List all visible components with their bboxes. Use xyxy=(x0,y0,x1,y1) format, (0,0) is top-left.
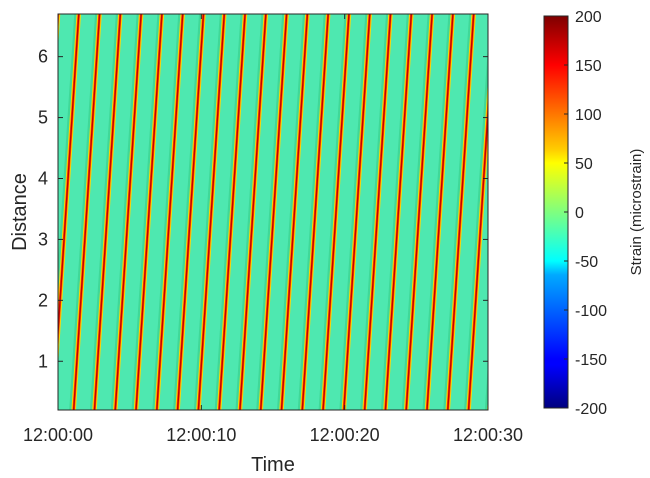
strain-band xyxy=(214,14,248,410)
y-tick-label: 6 xyxy=(38,47,48,67)
x-tick-label: 12:00:00 xyxy=(23,425,93,445)
colorbar-tick-label: -100 xyxy=(575,303,607,320)
colorbar-tick-label: 50 xyxy=(575,156,593,173)
colorbar: 200 150 100 50 0 -50 -100 -150 -200 Strain (micr… xyxy=(543,9,645,418)
y-tick-label: 1 xyxy=(38,351,48,371)
strain-band xyxy=(339,14,372,410)
plot-frame xyxy=(57,13,489,411)
colorbar-title: Strain (microstrain) xyxy=(628,149,645,276)
y-axis-ticks: 1 2 3 4 5 6 xyxy=(38,47,488,371)
colorbar-tick-label: 100 xyxy=(575,107,602,124)
strain-band xyxy=(110,14,144,410)
strain-band xyxy=(193,14,227,410)
strain-band xyxy=(277,14,310,410)
strain-band xyxy=(422,14,456,410)
strain-band xyxy=(131,14,165,410)
x-tick-label: 12:00:30 xyxy=(453,425,523,445)
strain-band xyxy=(235,14,269,410)
colorbar-tick-label: -150 xyxy=(575,352,607,369)
strain-band xyxy=(173,14,206,410)
colorbar-tick-label: 0 xyxy=(575,205,584,222)
strain-band xyxy=(58,14,82,367)
y-tick-label: 3 xyxy=(38,229,48,249)
colorbar-tick-label: 200 xyxy=(575,9,602,26)
strain-band xyxy=(297,14,331,410)
strain-band xyxy=(256,14,289,410)
strain-band xyxy=(443,14,476,410)
y-tick-label: 4 xyxy=(38,168,48,188)
x-tick-label: 12:00:10 xyxy=(166,425,236,445)
x-axis-ticks: 12:00:00 12:00:10 12:00:20 12:00:30 xyxy=(23,14,523,445)
plot-area xyxy=(57,13,489,411)
colorbar-tick-label: -200 xyxy=(575,401,607,418)
strain-band xyxy=(484,361,488,410)
x-tick-label: 12:00:20 xyxy=(310,425,380,445)
strain-band xyxy=(464,43,488,410)
strain-band xyxy=(401,14,435,410)
strain-bands xyxy=(58,14,488,410)
y-tick-label: 2 xyxy=(38,290,48,310)
strain-band xyxy=(89,14,123,410)
strain-band xyxy=(69,14,102,410)
strain-band xyxy=(380,14,414,410)
x-axis-title: Time xyxy=(251,454,295,476)
colorbar-tick-label: -50 xyxy=(575,254,598,271)
strain-band xyxy=(152,14,185,410)
colorbar-ticks: 200 150 100 50 0 -50 -100 -150 -200 xyxy=(564,9,607,418)
strain-band xyxy=(318,14,352,410)
y-axis-title: Distance xyxy=(9,173,31,251)
y-tick-label: 5 xyxy=(38,108,48,128)
strain-band xyxy=(360,14,393,410)
colorbar-tick-label: 150 xyxy=(575,58,602,75)
